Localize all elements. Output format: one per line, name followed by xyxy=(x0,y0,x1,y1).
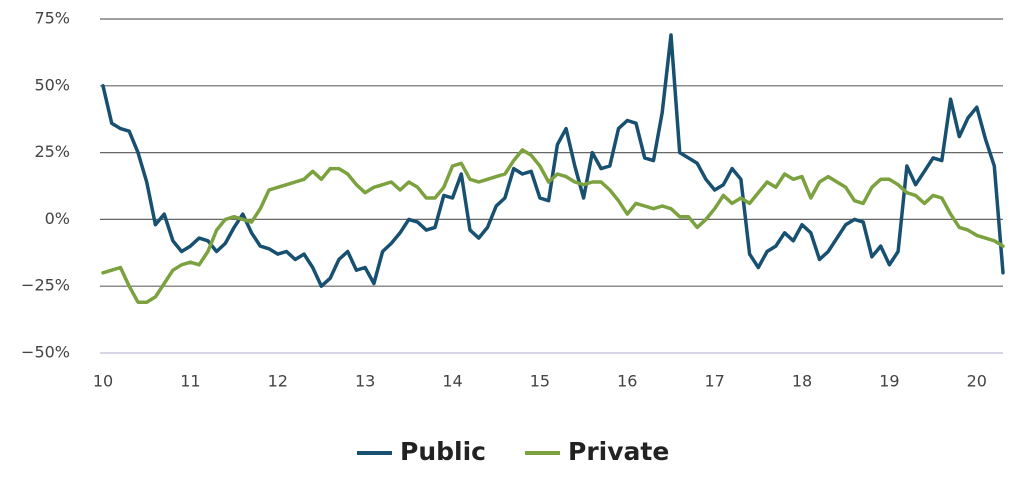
x-tick-label: 13 xyxy=(355,372,375,391)
x-tick-label: 17 xyxy=(704,372,724,391)
y-tick-label: −50% xyxy=(21,343,70,362)
y-tick-label: 0% xyxy=(45,209,70,228)
legend-label: Private xyxy=(568,437,669,466)
x-tick-label: 16 xyxy=(617,372,637,391)
x-tick-label: 19 xyxy=(879,372,899,391)
series-line xyxy=(101,148,1005,304)
x-tick-label: 20 xyxy=(967,372,987,391)
x-tick-label: 18 xyxy=(792,372,812,391)
series-line xyxy=(101,33,1005,288)
y-tick-label: 25% xyxy=(34,142,70,161)
x-tick-label: 15 xyxy=(530,372,550,391)
x-tick-label: 14 xyxy=(442,372,462,391)
legend-label: Public xyxy=(400,437,486,466)
y-tick-label: −25% xyxy=(21,276,70,295)
y-tick-label: 50% xyxy=(34,75,70,94)
x-tick-label: 11 xyxy=(180,372,200,391)
x-tick-label: 12 xyxy=(268,372,288,391)
x-tick-label: 10 xyxy=(93,372,113,391)
y-tick-label: 75% xyxy=(34,9,70,28)
